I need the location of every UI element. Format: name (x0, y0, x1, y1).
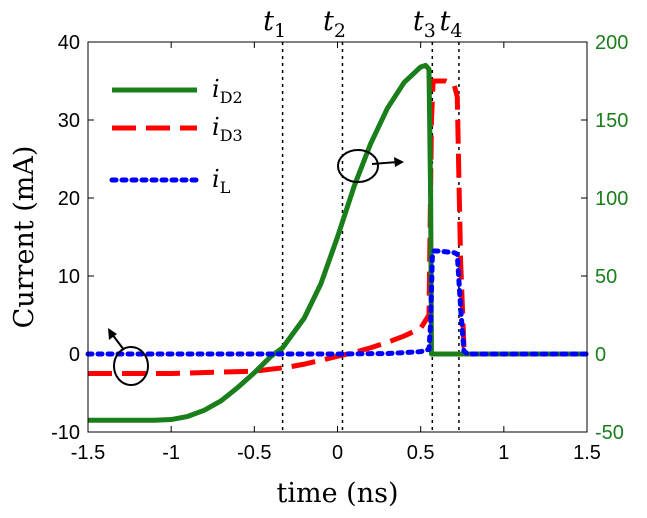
time-marker-subscript: 1 (274, 20, 286, 42)
x-tick-label: 0 (332, 442, 343, 464)
time-marker-letter: t (413, 6, 424, 37)
x-tick-label: 1.5 (573, 442, 601, 464)
legend-label-d3: iD3 (212, 113, 243, 145)
axis-indicator-ellipse-left (113, 346, 149, 386)
y-axis-label: Current (mA) (9, 146, 40, 329)
annotation-layer (108, 149, 404, 386)
y-tick-label-left: 10 (58, 266, 80, 288)
time-marker-letter: t (323, 6, 334, 37)
y-tick-label-right: -50 (595, 422, 624, 444)
time-marker-subscript: 3 (424, 20, 436, 42)
x-tick-label: 1 (498, 442, 509, 464)
time-marker-label: t2 (323, 6, 346, 42)
series-line-l (85, 248, 590, 357)
time-marker-letter: t (439, 6, 450, 37)
legend-label-l: iL (212, 165, 231, 197)
ticks-layer: -1.5 -1 -0.5 0 0.5 1 1.5 -10 0 10 20 30 40 -50 0 50 100 1… (51, 32, 628, 464)
series-layer (85, 62, 590, 423)
legend-label-d2: iD2 (212, 75, 243, 107)
y-tick-label-left: 30 (58, 110, 80, 132)
y-tick-label-right: 150 (595, 110, 628, 132)
axis-indicator-ellipse-right (337, 149, 379, 183)
legend-letter: i (212, 113, 220, 141)
legend-letter: i (212, 75, 220, 103)
legend-subscript: L (220, 178, 231, 197)
time-marker-letter: t (263, 6, 274, 37)
x-tick-label: 0.5 (407, 442, 435, 464)
y-tick-label-right: 100 (595, 188, 628, 210)
x-tick-label: -0.5 (237, 442, 271, 464)
plot-frame (87, 41, 588, 433)
y-tick-label-left: 20 (58, 188, 80, 210)
y-tick-label-right: 200 (595, 32, 628, 54)
time-marker-label: t1 (263, 6, 286, 42)
y-tick-label-left: -10 (51, 422, 80, 444)
legend-subscript: D3 (220, 126, 243, 145)
time-marker-subscript: 4 (450, 20, 462, 42)
series-line-d2 (88, 62, 587, 423)
series-line-d3 (88, 78, 587, 376)
time-marker-label: t4 (439, 6, 462, 42)
x-tick-label: -1.5 (71, 442, 105, 464)
y-tick-label-left: 40 (58, 32, 80, 54)
axis-indicator-arrowhead-right (394, 157, 404, 167)
axis-indicator-arrow-right (371, 161, 399, 165)
y-tick-label-right: 0 (595, 344, 606, 366)
x-axis-label: time (ns) (277, 478, 399, 509)
y-tick-label-left: 0 (69, 344, 80, 366)
axis-indicator-arrowhead-left (108, 328, 117, 340)
y-tick-label-right: 50 (595, 266, 617, 288)
vlines-layer: t1 t2 t3 t4 (263, 6, 462, 432)
time-marker-subscript: 2 (334, 20, 346, 42)
x-tick-label: -1 (162, 442, 180, 464)
legend-subscript: D2 (220, 88, 243, 107)
axis-indicator-arrow-left (111, 333, 125, 351)
axis-labels: time (ns) Current (mA) (9, 146, 398, 509)
legend-letter: i (212, 165, 220, 193)
time-marker-label: t3 (413, 6, 436, 42)
